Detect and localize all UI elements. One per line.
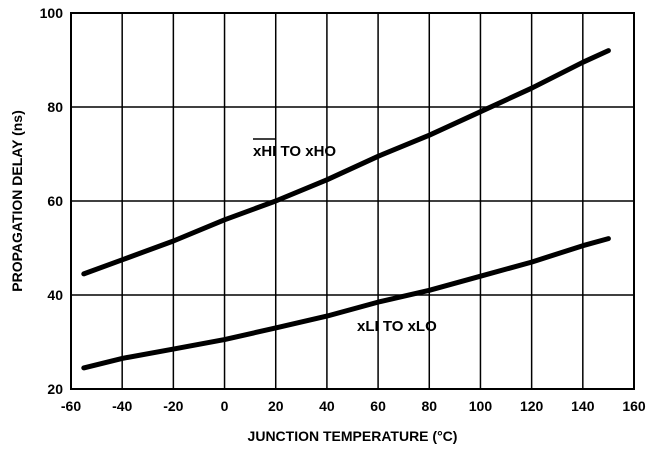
x-tick-label: 40: [319, 398, 335, 414]
x-tick-label: 0: [221, 398, 229, 414]
x-tick-label: 160: [622, 398, 646, 414]
x-tick-label: 20: [268, 398, 284, 414]
x-tick-label: -20: [163, 398, 183, 414]
series-label-xli-to-xlo: xLI TO xLO: [357, 318, 437, 335]
tick-labels: -60 -40 -20 0 20 40 60 80 100 120 140 160 20 40 60 80 10…: [40, 5, 646, 414]
series-group: [81, 48, 611, 371]
x-tick-label: -60: [61, 398, 81, 414]
y-axis-label: PROPAGATION DELAY (ns): [9, 110, 25, 292]
y-tick-label: 40: [47, 287, 63, 303]
y-tick-label: 60: [47, 193, 63, 209]
x-tick-label: 120: [520, 398, 544, 414]
x-tick-label: -40: [112, 398, 132, 414]
x-tick-label: 80: [421, 398, 437, 414]
x-tick-label: 60: [370, 398, 386, 414]
plot-frame: [70, 12, 635, 390]
y-tick-label: 80: [47, 99, 63, 115]
x-axis-label: JUNCTION TEMPERATURE (°C): [248, 428, 458, 444]
y-tick-label: 20: [47, 381, 63, 397]
x-tick-label: 100: [469, 398, 493, 414]
series-line-xhi-to-xho: [81, 48, 611, 277]
x-tick-label: 140: [571, 398, 595, 414]
grid-lines: [71, 13, 634, 389]
series-line-xli-to-xlo: [81, 236, 611, 371]
series-label-xhi-to-xho: xHI TO xHO: [253, 143, 336, 160]
y-tick-label: 100: [40, 5, 64, 21]
